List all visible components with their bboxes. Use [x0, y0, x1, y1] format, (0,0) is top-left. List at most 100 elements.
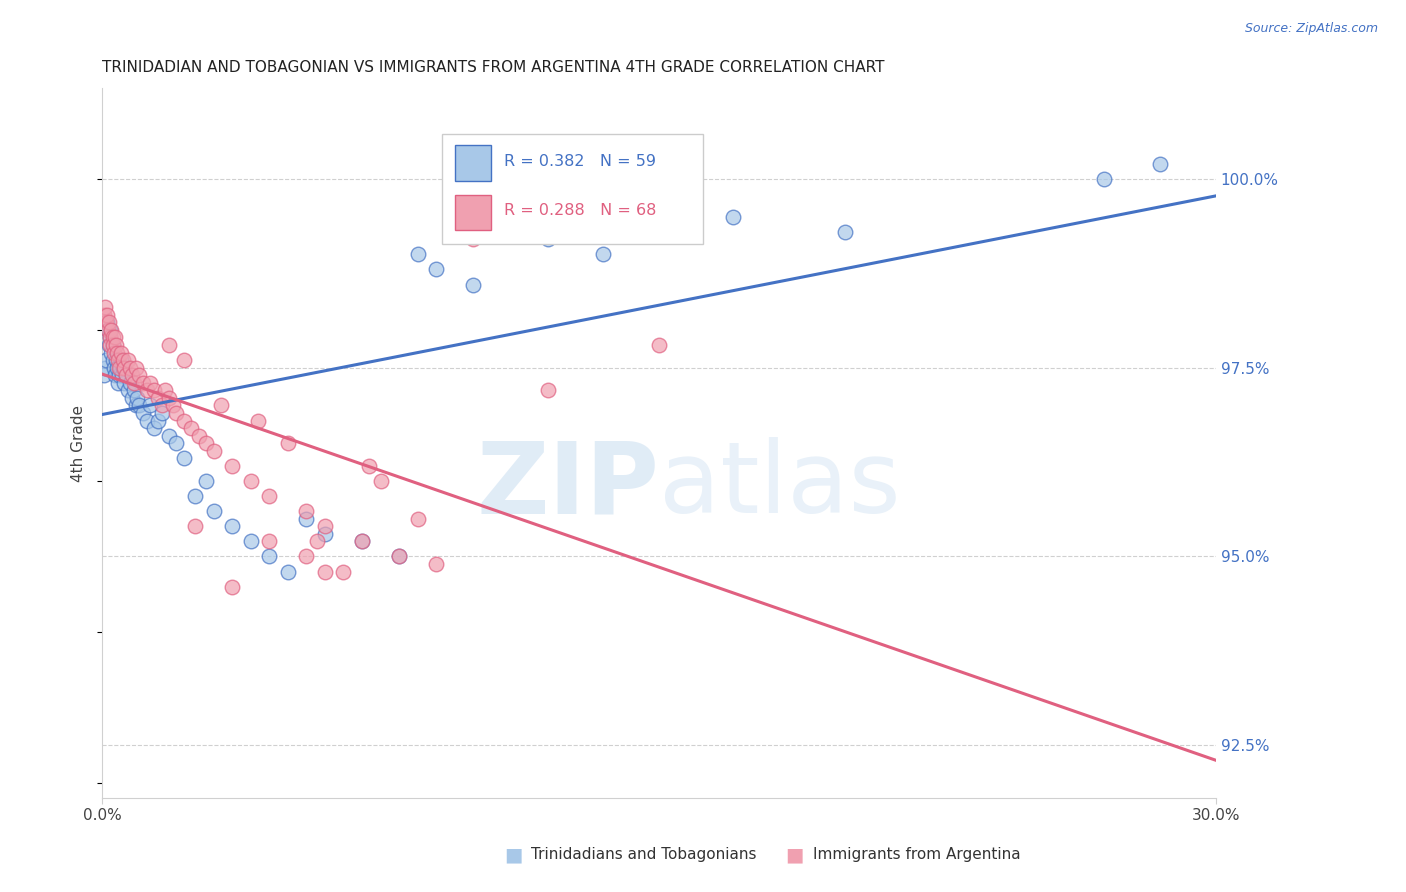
- Point: [128, 368, 150, 383]
- Point: [104, 330, 127, 344]
- Point: [187, 428, 209, 442]
- Point: [173, 451, 195, 466]
- Point: [101, 353, 124, 368]
- Point: [239, 474, 262, 488]
- Text: Trinidadians and Tobagonians: Trinidadians and Tobagonians: [531, 847, 756, 862]
- Point: [157, 428, 180, 442]
- Point: [332, 565, 354, 579]
- Point: [96, 315, 118, 329]
- Point: [463, 277, 485, 292]
- Point: [121, 368, 143, 383]
- Point: [257, 489, 280, 503]
- Point: [111, 360, 134, 375]
- Point: [463, 232, 485, 246]
- Point: [277, 565, 299, 579]
- Point: [388, 549, 411, 564]
- Point: [114, 360, 136, 375]
- Point: [359, 458, 381, 473]
- Point: [105, 345, 128, 359]
- Point: [110, 368, 132, 383]
- Point: [143, 421, 166, 435]
- Point: [221, 458, 243, 473]
- Point: [96, 308, 118, 322]
- Point: [173, 353, 195, 368]
- Point: [202, 443, 225, 458]
- Point: [143, 384, 166, 398]
- Point: [135, 413, 157, 427]
- Point: [165, 406, 187, 420]
- Point: [257, 549, 280, 564]
- Point: [117, 384, 139, 398]
- Point: [146, 391, 169, 405]
- Point: [107, 353, 129, 368]
- Point: [146, 413, 169, 427]
- Point: [97, 323, 120, 337]
- Point: [115, 368, 138, 383]
- Point: [127, 391, 149, 405]
- Text: R = 0.382   N = 59: R = 0.382 N = 59: [505, 154, 657, 169]
- Point: [173, 413, 195, 427]
- Point: [314, 519, 336, 533]
- Point: [592, 247, 614, 261]
- Point: [157, 391, 180, 405]
- Point: [155, 384, 177, 398]
- Point: [370, 474, 392, 488]
- Text: Immigrants from Argentina: Immigrants from Argentina: [813, 847, 1021, 862]
- Point: [97, 323, 120, 337]
- Point: [388, 549, 411, 564]
- Point: [105, 360, 128, 375]
- Point: [157, 338, 180, 352]
- Point: [100, 323, 122, 337]
- Text: Source: ZipAtlas.com: Source: ZipAtlas.com: [1244, 22, 1378, 36]
- Point: [100, 323, 122, 337]
- Point: [97, 338, 120, 352]
- Point: [135, 384, 157, 398]
- Point: [162, 398, 184, 412]
- Point: [108, 360, 131, 375]
- Point: [221, 580, 243, 594]
- Point: [195, 474, 218, 488]
- Point: [834, 225, 856, 239]
- Point: [105, 353, 128, 368]
- Point: [295, 511, 318, 525]
- Point: [93, 368, 115, 383]
- Point: [104, 368, 127, 383]
- Point: [94, 360, 117, 375]
- Point: [105, 338, 128, 352]
- FancyBboxPatch shape: [456, 194, 491, 230]
- Point: [1149, 157, 1171, 171]
- Point: [132, 376, 155, 390]
- Point: [406, 511, 429, 525]
- Point: [94, 315, 117, 329]
- Point: [195, 436, 218, 450]
- Point: [117, 353, 139, 368]
- Point: [406, 247, 429, 261]
- Point: [425, 262, 447, 277]
- Point: [100, 338, 122, 352]
- Point: [103, 338, 125, 352]
- Y-axis label: 4th Grade: 4th Grade: [72, 405, 86, 482]
- Point: [314, 526, 336, 541]
- Point: [425, 557, 447, 571]
- Point: [97, 315, 120, 329]
- Point: [202, 504, 225, 518]
- Point: [124, 360, 146, 375]
- Point: [221, 519, 243, 533]
- Point: [184, 519, 207, 533]
- Point: [124, 398, 146, 412]
- Point: [209, 398, 232, 412]
- Point: [118, 360, 141, 375]
- Point: [110, 353, 132, 368]
- Point: [122, 384, 145, 398]
- Point: [93, 308, 115, 322]
- Point: [94, 353, 117, 368]
- Point: [350, 534, 373, 549]
- Point: [100, 345, 122, 359]
- Point: [314, 565, 336, 579]
- Point: [536, 232, 558, 246]
- Point: [350, 534, 373, 549]
- Point: [721, 210, 744, 224]
- Point: [132, 406, 155, 420]
- Point: [103, 360, 125, 375]
- Point: [107, 376, 129, 390]
